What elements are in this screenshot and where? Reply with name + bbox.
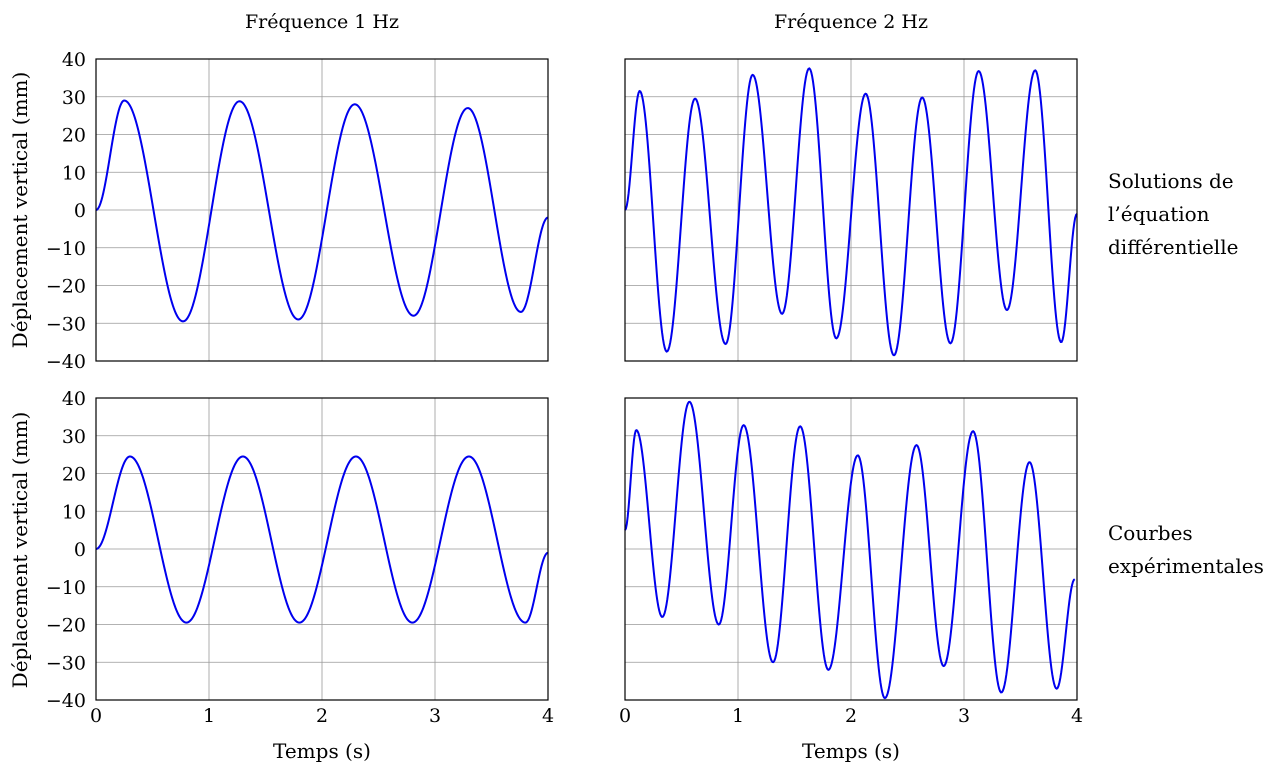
y-tick-label: −30 [46,652,86,674]
row-label-solutions-line: l’équation [1108,202,1210,226]
chart-panel-2 [624,58,1078,362]
y-tick-label: −20 [46,276,86,298]
column-title-2hz: Fréquence 2 Hz [774,11,928,33]
y-tick-label: 10 [62,501,86,523]
plot-frame [624,397,1078,701]
x-tick-label: 3 [958,705,970,727]
y-tick-label: −30 [46,313,86,335]
x-tick-label: 1 [732,705,744,727]
y-tick-label: 0 [74,539,86,561]
y-tick-label: −20 [46,615,86,637]
column-title-1hz: Fréquence 1 Hz [245,11,399,33]
plot-frame [95,397,549,701]
x-tick-label: 4 [1071,705,1083,727]
x-tick-label: 4 [542,705,554,727]
y-tick-label: 0 [74,200,86,222]
x-tick-label: 0 [619,705,631,727]
row-label-experimental: Courbes expérimentales [1108,517,1288,583]
series-line [624,400,1076,700]
series-line [624,67,1078,357]
y-tick-label: 40 [62,388,86,410]
row-label-solutions: Solutions de l’équation différentielle [1108,165,1288,264]
y-tick-label: −10 [46,238,86,260]
plot-frame [624,58,1078,362]
ylabel-bottom: Déplacement vertical (mm) [8,412,32,689]
x-tick-label: 1 [203,705,215,727]
chart-panel-1: 40 30 20 10 0 −10 −20 −30 −40 [46,49,549,373]
y-tick-label: 40 [62,49,86,71]
row-label-experimental-line: Courbes [1108,521,1193,545]
ylabel-top: Déplacement vertical (mm) [8,72,32,349]
y-tick-label: 30 [62,426,86,448]
row-label-experimental-line: expérimentales [1108,554,1264,578]
chart-panel-4: 0 1 2 3 4 [619,397,1083,727]
y-tick-label: 10 [62,162,86,184]
x-tick-label: 3 [429,705,441,727]
series-line [95,455,549,624]
y-tick-label: 30 [62,87,86,109]
row-label-solutions-line: Solutions de [1108,169,1234,193]
y-tick-label: −40 [46,690,86,712]
x-tick-label: 0 [90,705,102,727]
y-tick-label: −10 [46,577,86,599]
plot-frame [95,58,549,362]
y-tick-label: 20 [62,464,86,486]
y-tick-label: −40 [46,351,86,373]
x-tick-label: 2 [845,705,857,727]
xlabel-right: Temps (s) [802,739,900,763]
x-tick-label: 2 [316,705,328,727]
xlabel-left: Temps (s) [273,739,371,763]
y-tick-label: 20 [62,125,86,147]
series-line [95,99,549,323]
row-label-solutions-line: différentielle [1108,235,1239,259]
